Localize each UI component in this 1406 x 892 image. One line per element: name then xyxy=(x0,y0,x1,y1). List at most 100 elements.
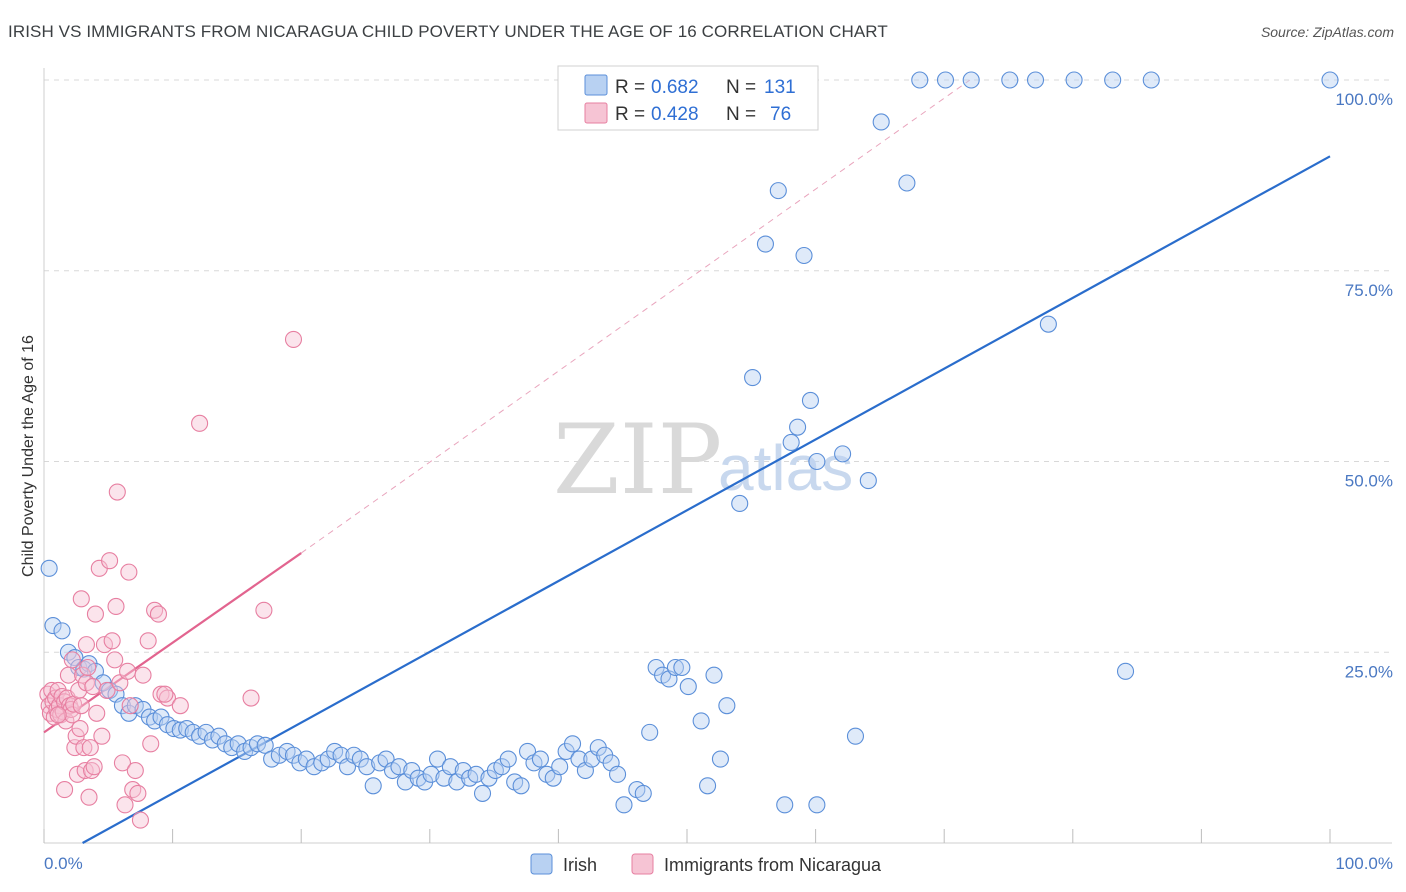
legend-r-label-nicaragua: R = xyxy=(615,104,645,125)
legend-r-value-irish: 0.682 xyxy=(651,77,699,98)
irish-point xyxy=(171,721,189,739)
irish-point xyxy=(744,369,762,387)
irish-point xyxy=(834,445,852,463)
nicaragua-point xyxy=(85,758,103,776)
nicaragua-trend-line xyxy=(43,552,302,734)
nicaragua-point xyxy=(68,765,86,783)
irish-point xyxy=(364,777,382,795)
irish-point xyxy=(531,750,549,768)
series-swatch-nicaragua xyxy=(631,853,654,875)
y-tick-label-50: 50.0% xyxy=(1345,472,1393,491)
series-legend: Irish Immigrants from Nicaragua xyxy=(530,853,882,875)
irish-point xyxy=(718,697,736,715)
nicaragua-point xyxy=(63,651,81,669)
irish-point xyxy=(801,391,820,410)
nicaragua-point xyxy=(129,784,147,802)
irish-point xyxy=(679,678,697,696)
irish-point xyxy=(699,777,717,795)
series-swatch-irish xyxy=(530,853,553,875)
irish-point xyxy=(634,784,652,802)
irish-point xyxy=(422,765,440,783)
irish-point xyxy=(872,113,890,131)
nicaragua-point xyxy=(139,632,157,650)
legend-r-label-irish: R = xyxy=(615,77,645,98)
nicaragua-point xyxy=(116,796,134,814)
irish-point xyxy=(256,736,274,754)
irish-point xyxy=(358,758,376,776)
irish-point xyxy=(473,784,492,802)
y-tick-label-75: 75.0% xyxy=(1345,281,1393,300)
irish-point xyxy=(1001,71,1019,89)
nicaragua-trend-extension xyxy=(300,79,971,554)
nicaragua-point xyxy=(98,681,116,699)
irish-point xyxy=(769,182,787,200)
nicaragua-point xyxy=(95,636,113,654)
irish-point xyxy=(911,71,929,89)
irish-point xyxy=(563,735,582,753)
irish-point xyxy=(499,750,517,768)
nicaragua-point xyxy=(119,662,137,680)
nicaragua-point xyxy=(93,727,111,745)
nicaragua-point xyxy=(107,597,125,616)
irish-point xyxy=(731,494,749,513)
nicaragua-point xyxy=(72,697,90,715)
grid-layer xyxy=(44,79,1392,653)
irish-point xyxy=(673,658,691,677)
x-tick-label-max: 100.0% xyxy=(1335,854,1393,873)
y-tick-label-100: 100.0% xyxy=(1335,90,1393,109)
nicaragua-point xyxy=(142,735,160,753)
irish-point xyxy=(263,750,281,768)
irish-trend-line xyxy=(82,155,1331,844)
irish-point xyxy=(270,746,288,764)
nicaragua-point xyxy=(81,739,99,757)
irish-point xyxy=(846,727,865,745)
legend-n-value-irish: 131 xyxy=(764,77,796,98)
irish-point xyxy=(808,796,826,814)
watermark-zip: ZIP xyxy=(553,404,722,516)
irish-point xyxy=(692,712,710,730)
irish-point xyxy=(551,758,569,776)
irish-point xyxy=(666,658,684,677)
watermark: ZIP atlas xyxy=(553,404,853,516)
irish-point xyxy=(1065,71,1083,89)
nicaragua-point xyxy=(76,761,94,780)
nicaragua-point xyxy=(108,483,126,501)
nicaragua-point xyxy=(80,788,98,806)
legend-r-value-nicaragua: 0.428 xyxy=(651,104,699,125)
nicaragua-point xyxy=(71,719,89,738)
irish-point xyxy=(512,777,530,795)
nicaragua-point xyxy=(72,590,90,608)
irish-point xyxy=(1039,315,1057,333)
irish-point xyxy=(1142,71,1160,89)
legend-n-label-nicaragua: N = xyxy=(726,104,756,125)
irish-point xyxy=(53,622,71,640)
legend-n-value-nicaragua: 76 xyxy=(770,104,791,125)
legend-n-label-irish: N = xyxy=(726,77,756,98)
nicaragua-point xyxy=(79,658,97,677)
irish-point xyxy=(1116,662,1135,680)
nicaragua-points xyxy=(39,330,303,829)
nicaragua-point xyxy=(120,563,138,581)
trend-layer xyxy=(43,79,1331,844)
nicaragua-point xyxy=(284,330,303,348)
irish-point xyxy=(165,719,183,738)
irish-point xyxy=(859,472,877,490)
irish-point xyxy=(962,71,980,89)
irish-point xyxy=(441,758,459,776)
irish-point xyxy=(1104,71,1122,89)
irish-point xyxy=(782,433,800,451)
source-credit: Source: ZipAtlas.com xyxy=(1260,24,1394,40)
nicaragua-point xyxy=(103,632,121,650)
irish-point xyxy=(428,750,447,768)
nicaragua-point xyxy=(134,666,152,684)
series-label-irish: Irish xyxy=(563,855,597,875)
nicaragua-point xyxy=(86,605,104,623)
irish-point xyxy=(615,796,633,814)
irish-point xyxy=(705,666,723,684)
nicaragua-point xyxy=(106,651,124,669)
irish-point xyxy=(126,697,144,715)
tick-label-layer: 25.0% 50.0% 75.0% 100.0% 0.0% 100.0% xyxy=(44,90,1393,873)
legend-swatch-irish xyxy=(584,74,608,96)
